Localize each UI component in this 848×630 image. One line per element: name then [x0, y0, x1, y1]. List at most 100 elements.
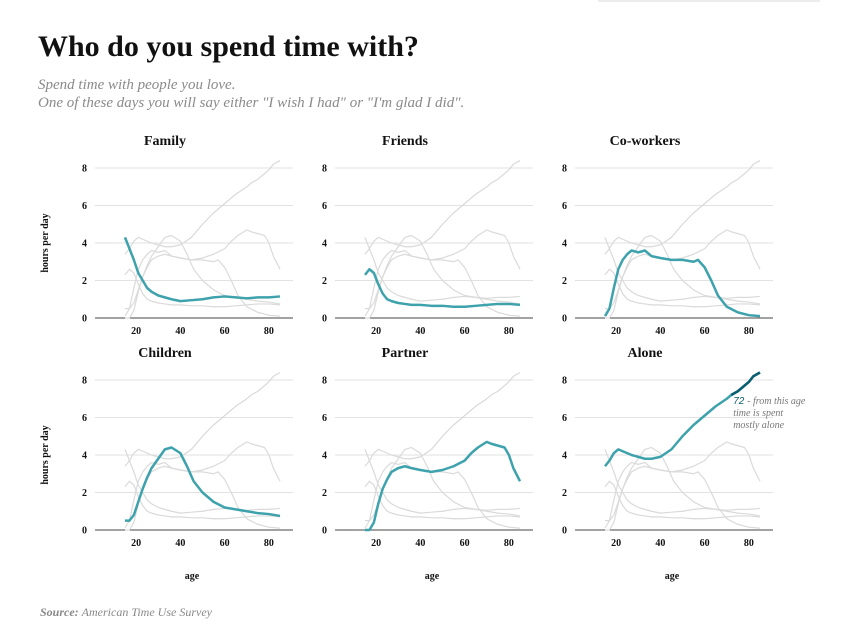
- series-line-partner: [365, 440, 522, 532]
- x-tick-label: 20: [371, 326, 381, 337]
- panel-children: 0 2 4 6 8 20 40 60 80 Children hours per day age: [40, 346, 293, 582]
- y-tick-label: 2: [322, 488, 327, 499]
- x-tick-label: 80: [744, 538, 754, 549]
- x-tick-label: 80: [504, 326, 514, 337]
- subtitle-line-2: One of these days you will say either "I…: [38, 95, 465, 111]
- context-line-alone: [604, 159, 761, 255]
- y-tick-label: 4: [562, 451, 567, 462]
- y-tick-label: 4: [322, 451, 327, 462]
- panel-co-workers: 0 2 4 6 8 20 40 60 80 Co-workers: [562, 134, 773, 337]
- panel-title: Co-workers: [610, 134, 681, 149]
- x-axis-label: age: [665, 571, 680, 582]
- y-tick-label: 6: [322, 201, 327, 212]
- x-tick-label: 80: [264, 326, 274, 337]
- y-tick-label: 6: [82, 413, 87, 424]
- x-axis-label: age: [425, 571, 440, 582]
- x-tick-label: 40: [175, 538, 185, 549]
- y-tick-label: 8: [82, 376, 87, 387]
- context-line-alone: [364, 371, 521, 467]
- panel-title: Family: [144, 134, 186, 149]
- annotation-text: time is spent: [733, 408, 783, 419]
- context-line-family: [124, 449, 281, 514]
- panel-title: Friends: [382, 134, 428, 149]
- y-tick-label: 6: [322, 413, 327, 424]
- y-tick-label: 4: [82, 451, 87, 462]
- context-line-alone: [124, 371, 281, 467]
- y-tick-label: 2: [322, 276, 327, 287]
- x-tick-label: 40: [655, 326, 665, 337]
- x-tick-label: 80: [264, 538, 274, 549]
- x-tick-label: 40: [415, 326, 425, 337]
- panel-title: Alone: [628, 346, 663, 361]
- panel-alone: 0 2 4 6 8 20 40 60 80 Alone 72 - from this agetime…: [562, 346, 806, 582]
- y-tick-label: 8: [322, 376, 327, 387]
- series-line-highlight-segment: [730, 371, 761, 397]
- context-line-family: [364, 237, 521, 302]
- y-tick-label: 8: [562, 376, 567, 387]
- x-tick-label: 20: [371, 538, 381, 549]
- x-tick-label: 60: [460, 538, 470, 549]
- source-label: Source:: [40, 605, 79, 619]
- x-tick-label: 80: [504, 538, 514, 549]
- context-line-partner: [365, 229, 521, 319]
- x-tick-label: 40: [175, 326, 185, 337]
- y-tick-label: 0: [322, 526, 327, 537]
- annotation-number: 72: [733, 396, 747, 407]
- y-tick-label: 8: [82, 164, 87, 175]
- x-tick-label: 60: [700, 538, 710, 549]
- y-tick-label: 0: [322, 314, 327, 325]
- panel-title: Children: [138, 346, 192, 361]
- page-title: Who do you spend time with?: [38, 30, 419, 63]
- y-tick-label: 6: [562, 201, 567, 212]
- x-tick-label: 60: [220, 538, 230, 549]
- series-line-friends: [364, 268, 521, 308]
- y-tick-label: 4: [82, 239, 87, 250]
- y-tick-label: 0: [82, 314, 87, 325]
- x-tick-label: 60: [460, 326, 470, 337]
- panel-friends: 0 2 4 6 8 20 40 60 80 Friends: [322, 134, 533, 337]
- y-axis-label: hours per day: [40, 213, 51, 272]
- series-line-co-workers: [603, 249, 761, 318]
- x-axis-label: age: [185, 571, 200, 582]
- y-tick-label: 6: [82, 201, 87, 212]
- x-tick-label: 40: [415, 538, 425, 549]
- y-tick-label: 2: [562, 276, 567, 287]
- subtitle: Spend time with people you love. One of …: [38, 76, 738, 112]
- y-axis-label: hours per day: [40, 425, 51, 484]
- y-tick-label: 2: [82, 276, 87, 287]
- panel-family: 0 2 4 6 8 20 40 60 80 Family hours per day: [40, 134, 293, 337]
- x-tick-label: 60: [220, 326, 230, 337]
- series-line-children: [125, 446, 281, 522]
- x-tick-label: 20: [611, 538, 621, 549]
- source-note: Source: American Time Use Survey: [40, 605, 212, 620]
- context-line-alone: [124, 159, 281, 255]
- y-tick-label: 0: [562, 314, 567, 325]
- x-tick-label: 20: [131, 326, 141, 337]
- series-line-family: [123, 236, 281, 303]
- annotation-line: - from this age: [747, 396, 806, 407]
- annotation-text: 72 - from this age: [733, 396, 806, 407]
- panel-title: Partner: [382, 346, 429, 361]
- y-tick-label: 0: [82, 526, 87, 537]
- y-tick-label: 4: [562, 239, 567, 250]
- source-text: American Time Use Survey: [81, 605, 212, 619]
- y-tick-label: 2: [562, 488, 567, 499]
- annotation-text: mostly alone: [733, 420, 784, 431]
- top-rule: [598, 0, 820, 2]
- y-tick-label: 2: [82, 488, 87, 499]
- context-line-family: [604, 237, 761, 302]
- x-tick-label: 60: [700, 326, 710, 337]
- y-tick-label: 8: [322, 164, 327, 175]
- context-line-family: [604, 449, 761, 514]
- context-line-alone: [364, 159, 521, 255]
- subtitle-line-1: Spend time with people you love.: [38, 77, 236, 93]
- y-tick-label: 0: [562, 526, 567, 537]
- x-tick-label: 20: [131, 538, 141, 549]
- y-tick-label: 6: [562, 413, 567, 424]
- context-line-partner: [605, 441, 761, 531]
- x-tick-label: 20: [611, 326, 621, 337]
- y-tick-label: 4: [322, 239, 327, 250]
- x-tick-label: 80: [744, 326, 754, 337]
- y-tick-label: 8: [562, 164, 567, 175]
